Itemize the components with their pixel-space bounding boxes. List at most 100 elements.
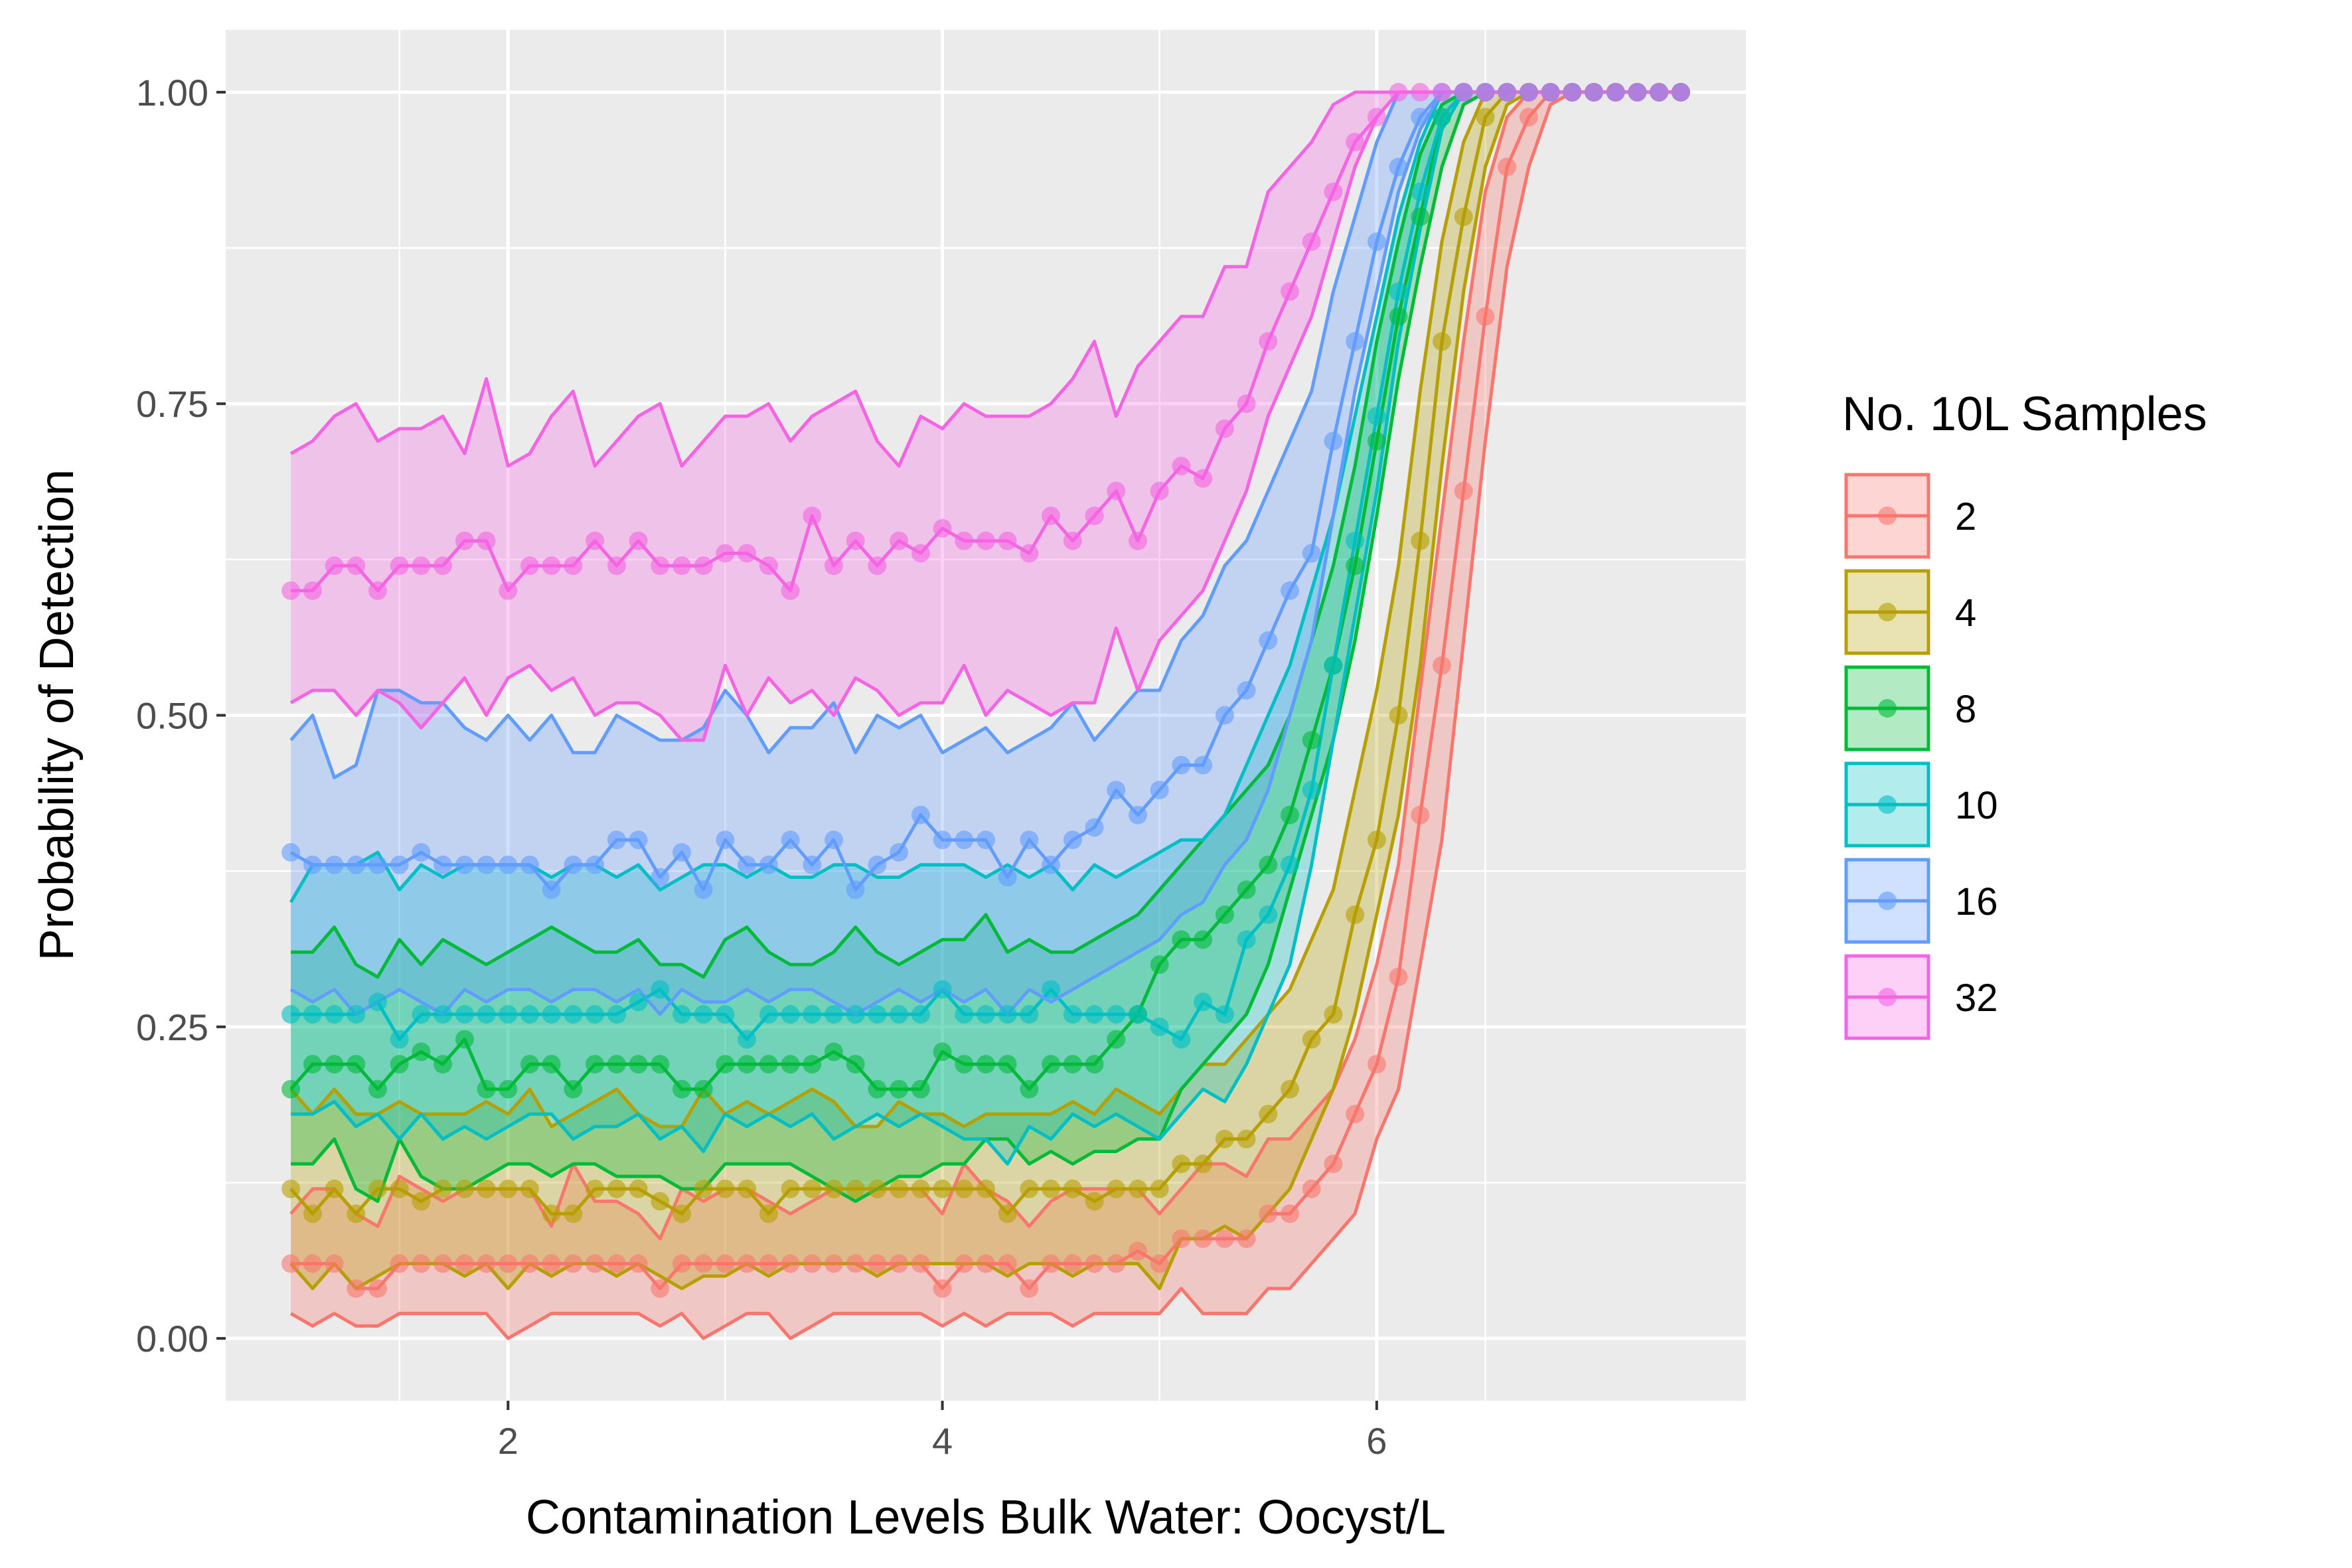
data-point-8 <box>694 1079 713 1099</box>
data-point-10 <box>1085 1005 1104 1024</box>
data-point-32 <box>1389 82 1408 102</box>
data-point-16 <box>303 855 322 874</box>
legend-key-point <box>1878 795 1897 814</box>
data-point-2 <box>477 1254 496 1273</box>
data-point-4 <box>1367 830 1386 850</box>
data-point-16 <box>607 830 626 850</box>
data-point-8 <box>1172 930 1191 949</box>
data-point-16 <box>1367 232 1386 252</box>
data-point-16 <box>1085 818 1104 837</box>
data-point-4 <box>1259 1105 1278 1124</box>
data-point-32 <box>651 556 670 576</box>
data-point-2 <box>1237 1229 1256 1248</box>
data-point-32 <box>433 556 453 576</box>
data-point-16 <box>716 830 735 850</box>
data-point-4 <box>325 1179 344 1198</box>
legend-title: No. 10L Samples <box>1842 388 2207 441</box>
data-point-32 <box>781 581 800 600</box>
data-point-4 <box>1020 1179 1039 1198</box>
data-point-16 <box>977 830 995 850</box>
data-point-16 <box>1259 631 1278 650</box>
ribbon-16 <box>291 92 1681 1014</box>
data-point-4 <box>1302 1030 1321 1049</box>
data-point-8 <box>629 1055 648 1074</box>
data-point-10 <box>824 1005 843 1024</box>
data-point-8 <box>325 1055 344 1074</box>
data-point-2 <box>1411 805 1430 824</box>
data-point-32 <box>694 556 713 576</box>
data-point-16 <box>1281 581 1299 600</box>
data-point-32 <box>1302 232 1321 252</box>
data-point-4 <box>390 1179 409 1198</box>
data-point-4 <box>672 1204 691 1223</box>
data-point-16 <box>520 855 539 874</box>
data-point-4 <box>412 1192 431 1211</box>
data-point-2 <box>499 1254 518 1273</box>
data-point-16 <box>1215 706 1234 725</box>
ribbon-4 <box>291 92 1681 1289</box>
data-point-16 <box>803 855 822 874</box>
data-point-4 <box>455 1179 474 1198</box>
data-point-10 <box>1433 108 1451 127</box>
data-point-32 <box>890 531 909 550</box>
data-point-16 <box>694 880 713 900</box>
data-point-8 <box>412 1042 431 1061</box>
data-point-32 <box>1650 82 1669 102</box>
y-tick-label: 0.25 <box>136 1006 208 1048</box>
data-point-10 <box>1237 930 1256 949</box>
data-point-4 <box>781 1179 800 1198</box>
data-point-2 <box>824 1254 843 1273</box>
data-point-10 <box>520 1005 539 1024</box>
data-point-4 <box>1085 1192 1104 1211</box>
data-point-10 <box>1194 992 1213 1012</box>
data-point-2 <box>868 1254 887 1273</box>
data-point-2 <box>325 1254 344 1273</box>
data-point-32 <box>998 531 1017 550</box>
data-point-32 <box>1498 82 1517 102</box>
data-point-8 <box>281 1079 301 1099</box>
data-point-4 <box>1107 1179 1126 1198</box>
data-point-10 <box>846 1005 865 1024</box>
data-point-4 <box>1476 108 1495 127</box>
data-point-10 <box>998 1005 1017 1024</box>
data-point-16 <box>1129 805 1147 824</box>
data-point-2 <box>1020 1279 1039 1298</box>
data-point-2 <box>520 1254 539 1273</box>
data-point-8 <box>433 1055 453 1074</box>
legend-key-point <box>1878 603 1897 621</box>
data-point-10 <box>1281 855 1299 874</box>
data-point-2 <box>1346 1105 1365 1124</box>
data-point-2 <box>368 1279 387 1298</box>
data-point-16 <box>325 855 344 874</box>
data-point-32 <box>542 556 561 576</box>
data-point-10 <box>694 1005 713 1024</box>
data-point-16 <box>1020 830 1039 850</box>
data-point-32 <box>1606 82 1625 102</box>
data-point-16 <box>347 855 366 874</box>
upper-bound-line-4 <box>289 90 1681 1129</box>
data-point-10 <box>564 1005 583 1024</box>
legend-key-point <box>1878 988 1897 1006</box>
data-point-10 <box>477 1005 496 1024</box>
legend-label-16: 16 <box>1955 880 1998 923</box>
data-point-10 <box>1259 905 1278 924</box>
data-point-4 <box>303 1204 322 1223</box>
data-point-32 <box>1585 82 1603 102</box>
data-point-8 <box>998 1055 1017 1074</box>
data-point-16 <box>846 880 865 900</box>
data-point-4 <box>477 1179 496 1198</box>
data-point-16 <box>1237 681 1256 700</box>
data-point-4 <box>607 1179 626 1198</box>
data-point-2 <box>607 1254 626 1273</box>
data-point-10 <box>1389 282 1408 301</box>
data-point-4 <box>933 1179 952 1198</box>
data-point-2 <box>738 1254 757 1273</box>
data-point-16 <box>911 805 930 824</box>
data-point-2 <box>759 1254 778 1273</box>
data-point-2 <box>390 1254 409 1273</box>
data-point-8 <box>933 1042 952 1061</box>
data-point-8 <box>390 1055 409 1074</box>
data-point-32 <box>933 518 952 538</box>
data-point-32 <box>672 556 691 576</box>
data-point-8 <box>477 1079 496 1099</box>
